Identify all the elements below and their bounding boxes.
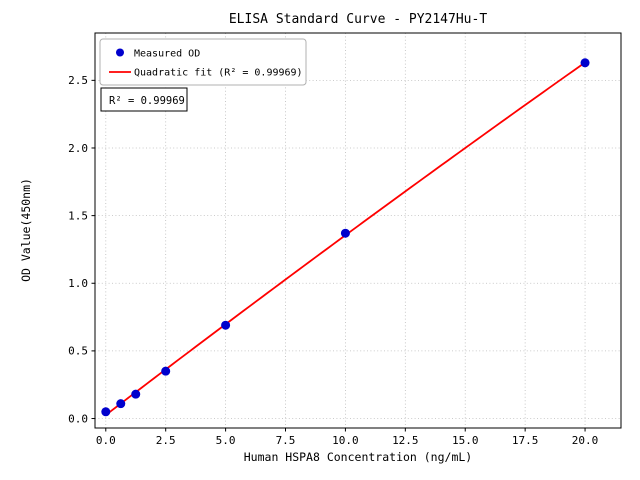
x-tick-label: 0.0 xyxy=(96,434,116,447)
data-point xyxy=(131,389,141,399)
data-point xyxy=(161,366,171,376)
data-point xyxy=(101,407,111,417)
x-tick-label: 20.0 xyxy=(572,434,599,447)
x-axis-ticks: 0.0 2.5 5.0 7.5 10.0 12.5 15.0 17.5 20.0 xyxy=(96,428,598,447)
legend-marker-dot-icon xyxy=(116,48,124,57)
data-point xyxy=(340,228,350,238)
x-axis-label: Human HSPA8 Concentration (ng/mL) xyxy=(244,450,472,464)
legend-label-quadratic-fit: Quadratic fit (R² = 0.99969) xyxy=(134,68,303,79)
y-tick-label: 1.5 xyxy=(68,209,88,222)
annotation-text: R² = 0.99969 xyxy=(109,95,185,107)
x-tick-label: 15.0 xyxy=(452,434,479,447)
x-tick-label: 2.5 xyxy=(156,434,176,447)
y-tick-label: 0.0 xyxy=(68,412,88,425)
y-tick-label: 2.0 xyxy=(68,142,88,155)
y-tick-label: 1.0 xyxy=(68,277,88,290)
x-tick-label: 10.0 xyxy=(332,434,359,447)
x-tick-label: 12.5 xyxy=(392,434,419,447)
y-axis-ticks: 0.0 0.5 1.0 1.5 2.0 2.5 xyxy=(68,74,95,425)
legend-box xyxy=(99,38,307,86)
annotation-box xyxy=(100,87,188,112)
x-tick-label: 7.5 xyxy=(276,434,296,447)
chart-title: ELISA Standard Curve - PY2147Hu-T xyxy=(229,12,487,27)
data-point xyxy=(221,320,231,330)
x-tick-label: 5.0 xyxy=(216,434,236,447)
data-point xyxy=(580,58,590,68)
legend-label-measured-od: Measured OD xyxy=(134,49,200,60)
legend: Measured OD Quadratic fit (R² = 0.99969) xyxy=(99,38,307,86)
y-tick-label: 0.5 xyxy=(68,345,88,358)
x-tick-label: 17.5 xyxy=(512,434,539,447)
measured-od-points xyxy=(101,58,590,417)
y-tick-label: 2.5 xyxy=(68,74,88,87)
r-squared-annotation: R² = 0.99969 xyxy=(100,87,188,112)
plot-border xyxy=(94,32,622,429)
y-axis-label: OD Value(450nm) xyxy=(19,178,33,282)
data-point xyxy=(116,399,126,409)
